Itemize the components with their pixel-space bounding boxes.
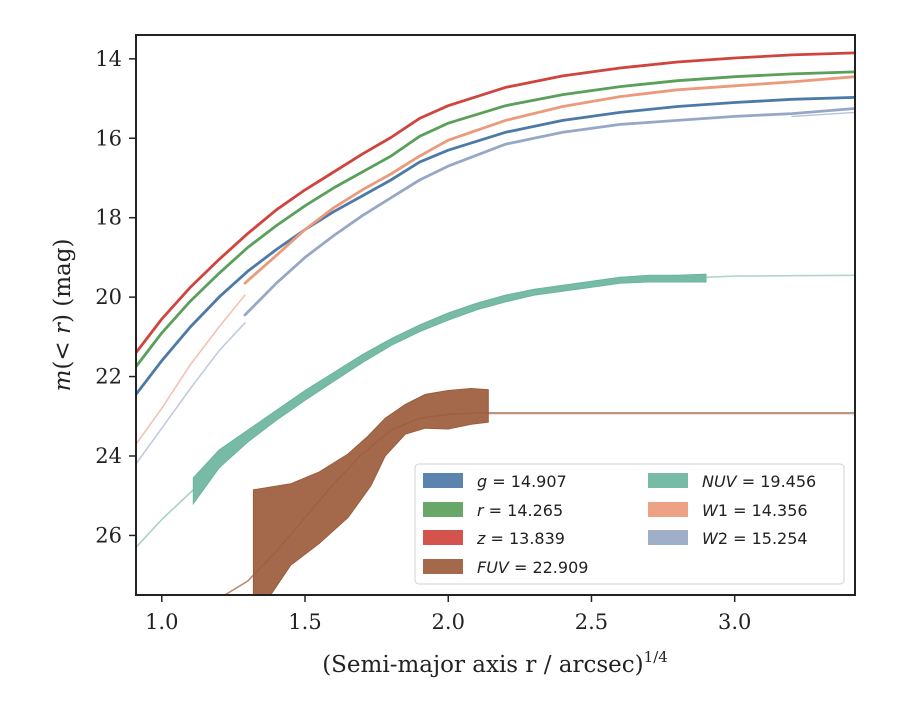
x-axis-label-main: (Semi-major axis r / arcsec): [322, 652, 643, 678]
y-tick-label: 14: [95, 47, 122, 71]
legend-frame: [414, 463, 845, 585]
series-nuv-band: [192, 273, 707, 506]
x-tick-label: 3.0: [718, 610, 751, 634]
legend-label-w1: W1 = 14.356: [702, 501, 808, 520]
legend-swatch-g: [423, 473, 463, 488]
legend-label-fuv: FUV = 22.909: [477, 558, 588, 577]
x-tick-label: 2.5: [575, 610, 608, 634]
data-layer: [136, 51, 855, 595]
series-r-line: [136, 70, 855, 368]
legend-label-z: z = 13.839: [476, 529, 565, 548]
y-tick-label: 22: [95, 365, 122, 389]
series-w2-faint-line-1: [791, 111, 855, 118]
legend-swatch-nuv: [648, 473, 688, 488]
series-w2-faint-line-0: [136, 322, 246, 465]
legend-swatch-w2: [648, 530, 688, 545]
x-tick-label: 2.0: [432, 610, 465, 634]
y-tick-label: 16: [95, 126, 122, 150]
legend: g = 14.907 r = 14.265 z = 13.839 FUV = 22.9…: [414, 463, 845, 585]
series-w2-line: [243, 107, 855, 317]
series-z-line: [136, 51, 855, 355]
x-axis-label-exponent: 1/4: [644, 648, 668, 666]
legend-swatch-r: [423, 502, 463, 517]
plot-frame: [135, 34, 856, 596]
x-axis-label: (Semi-major axis r / arcsec)1/4: [322, 648, 668, 678]
y-tick-label: 24: [95, 444, 122, 468]
series-fuv-band: [252, 387, 489, 595]
legend-label-r: r = 14.265: [477, 501, 563, 520]
y-tick-label: 26: [95, 523, 122, 547]
legend-label-w2: W2 = 15.254: [702, 529, 808, 548]
series-w1-faint-line-0: [136, 294, 246, 445]
y-tick-label: 18: [95, 206, 122, 230]
series-w1-line: [243, 75, 855, 285]
legend-swatch-fuv: [423, 559, 463, 574]
legend-swatch-z: [423, 530, 463, 545]
series-nuv-faint-line-0: [136, 489, 195, 549]
legend-label-nuv: NUV = 19.456: [702, 472, 816, 491]
x-tick-label: 1.0: [145, 610, 178, 634]
series-g-line: [136, 96, 855, 396]
legend-label-g: g = 14.907: [477, 472, 567, 491]
legend-swatch-w1: [648, 502, 688, 517]
y-tick-label: 20: [95, 285, 122, 309]
ticks-layer: 1.0 1.5 2.0 2.5 3.0 14 16 18 20 22 24 26: [95, 47, 751, 634]
x-tick-label: 1.5: [288, 610, 321, 634]
series-nuv-faint-line-1: [705, 274, 855, 279]
y-axis-label: m(< r) (mag): [50, 239, 76, 392]
